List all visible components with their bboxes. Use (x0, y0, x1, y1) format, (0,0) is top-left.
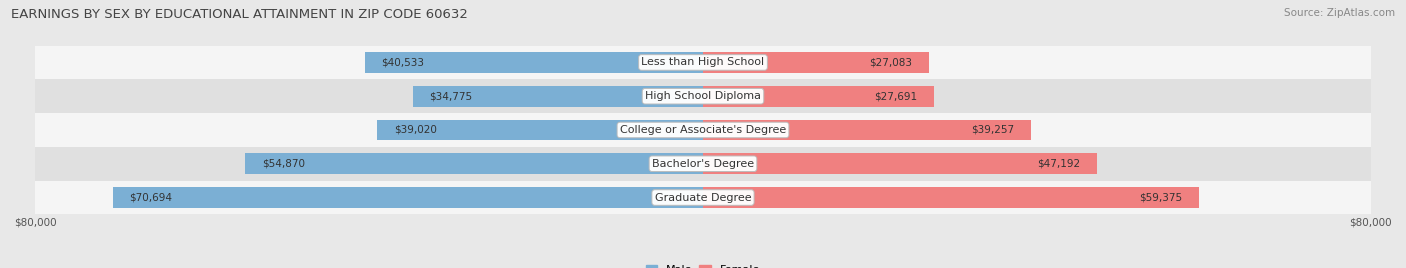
Bar (413, 86, 703, 107)
Text: EARNINGS BY SEX BY EDUCATIONAL ATTAINMENT IN ZIP CODE 60632: EARNINGS BY SEX BY EDUCATIONAL ATTAINMEN… (11, 8, 468, 21)
Bar (112, 187, 703, 208)
Bar (35, 147, 1371, 181)
Text: Bachelor's Degree: Bachelor's Degree (652, 159, 754, 169)
Text: $47,192: $47,192 (1038, 159, 1080, 169)
Text: $70,694: $70,694 (129, 192, 173, 203)
Bar (35, 46, 1371, 79)
Bar (703, 86, 934, 107)
Bar (377, 120, 703, 140)
Text: $34,775: $34,775 (429, 91, 472, 101)
Text: $59,375: $59,375 (1139, 192, 1182, 203)
Bar (703, 153, 1097, 174)
Text: Graduate Degree: Graduate Degree (655, 192, 751, 203)
Text: $27,691: $27,691 (875, 91, 918, 101)
Text: $39,257: $39,257 (972, 125, 1014, 135)
Text: $39,020: $39,020 (394, 125, 437, 135)
Bar (245, 153, 703, 174)
Text: Source: ZipAtlas.com: Source: ZipAtlas.com (1284, 8, 1395, 18)
Text: $27,083: $27,083 (869, 57, 912, 68)
Bar (703, 187, 1199, 208)
Text: College or Associate's Degree: College or Associate's Degree (620, 125, 786, 135)
Bar (703, 52, 929, 73)
Bar (364, 52, 703, 73)
Text: $54,870: $54,870 (262, 159, 305, 169)
Bar (35, 79, 1371, 113)
Bar (35, 181, 1371, 214)
Text: High School Diploma: High School Diploma (645, 91, 761, 101)
Text: Less than High School: Less than High School (641, 57, 765, 68)
Legend: Male, Female: Male, Female (641, 260, 765, 268)
Bar (703, 120, 1031, 140)
Text: $40,533: $40,533 (381, 57, 425, 68)
Bar (35, 113, 1371, 147)
